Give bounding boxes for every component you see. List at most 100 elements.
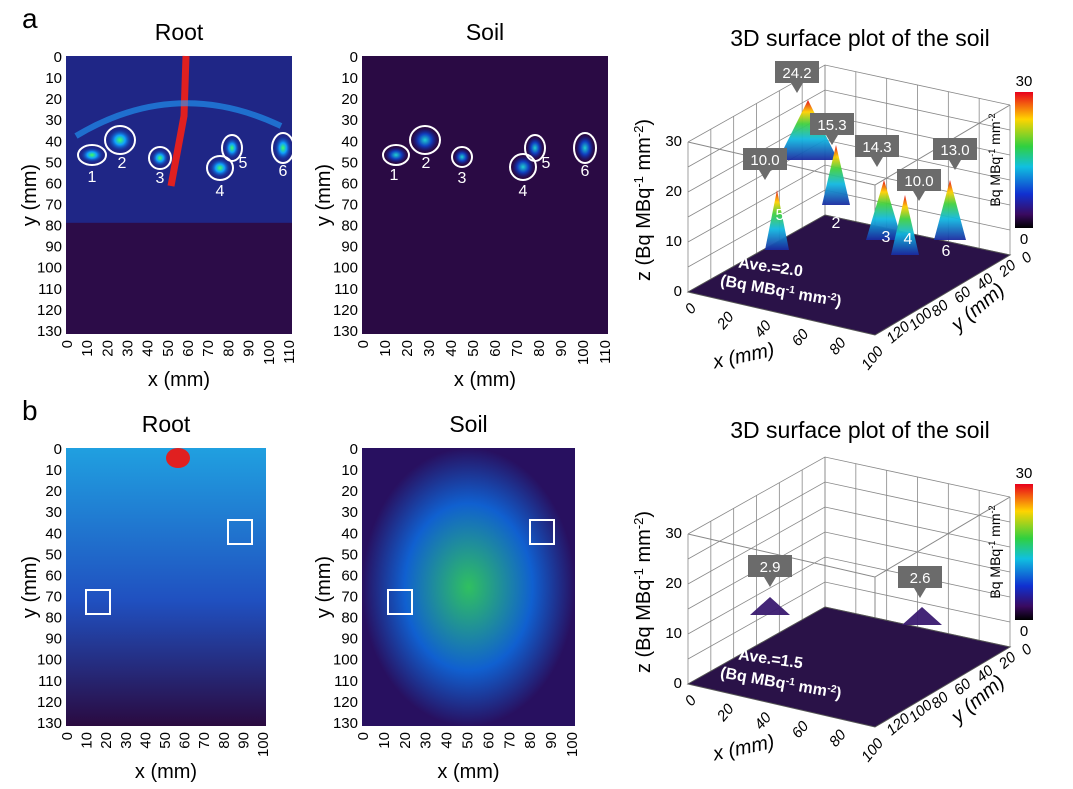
- text-part: ): [633, 511, 655, 518]
- heatmap-image: [66, 448, 266, 726]
- peak-callout: [810, 113, 854, 135]
- text-part: mm: [987, 513, 1003, 540]
- x-tick-label: 100: [858, 735, 888, 766]
- plot-title: 3D surface plot of the soil: [730, 417, 990, 443]
- y-tick-label: 110: [334, 673, 358, 690]
- peak-pointer: [913, 191, 925, 201]
- x-tick-label: 90: [543, 732, 560, 749]
- x-tick-label: 40: [140, 340, 157, 357]
- spot-outline: [509, 153, 537, 181]
- peak-value: 10.0: [904, 173, 933, 190]
- z-axis-label: z (Bq MBq-1 mm-2): [631, 119, 656, 281]
- x-tick-label: 100: [255, 732, 272, 757]
- spot-outline: [221, 134, 243, 162]
- peak-value: 24.2: [782, 65, 811, 82]
- y-tick-label: 120: [37, 302, 62, 319]
- y-tick-label: 40: [341, 525, 358, 542]
- y-tick-label: 90: [341, 239, 358, 256]
- colorbar-min: 0: [1020, 231, 1028, 248]
- x-tick-label: 80: [522, 732, 539, 749]
- x-tick-label: 20: [98, 732, 115, 749]
- spot-label: 1: [88, 169, 97, 186]
- spot-blob: [224, 137, 240, 159]
- root-hotspot: [166, 448, 190, 468]
- y-tick-label: 0: [54, 441, 62, 458]
- y-tick-label: 10: [45, 70, 62, 87]
- y-tick-label: 30: [45, 504, 62, 521]
- text-part: z (Bq MBq: [633, 188, 655, 281]
- plot-title: Soil: [466, 19, 504, 45]
- text-part: ): [633, 119, 655, 126]
- root-trace: [167, 55, 190, 187]
- y-tick-label: 130: [333, 323, 358, 340]
- surface-peak: [750, 597, 790, 615]
- y-tick-label: 110: [38, 673, 62, 690]
- y-tick-label: 130: [37, 715, 62, 732]
- y-tick-label: 100: [333, 260, 358, 277]
- average-unit: (Bq MBq-1 mm-2): [719, 272, 843, 311]
- spot-blob: [512, 156, 534, 178]
- x-tick-label: 30: [418, 732, 435, 749]
- text-part: Bq MBq: [987, 549, 1003, 599]
- text-part: -2: [631, 126, 646, 138]
- y-tick-label: 90: [45, 239, 62, 256]
- y-tick-label: 0: [350, 441, 358, 458]
- spot-label: 3: [882, 229, 891, 246]
- peak-callout: [748, 555, 792, 577]
- x-tick-label: 60: [487, 340, 504, 357]
- peak-pointer: [949, 160, 961, 170]
- y-tick-label: 100: [333, 652, 358, 669]
- y-tick-label: 110: [334, 281, 358, 298]
- x-tick-label: 100: [261, 340, 278, 365]
- text-part: ): [834, 685, 842, 703]
- peak-value: 13.0: [940, 142, 969, 159]
- x-tick-label: 10: [377, 340, 394, 357]
- colorbar-label: Bq MBq-1 mm-2: [987, 113, 1003, 206]
- spot-label: 2: [118, 155, 127, 172]
- y-tick-label: 80: [45, 218, 62, 235]
- text-part: -1: [631, 176, 646, 188]
- x-tick-label: 0: [59, 732, 76, 740]
- y-tick-label: 0: [350, 49, 358, 66]
- spot-label: 2: [832, 215, 841, 232]
- x-tick-label: 110: [281, 340, 298, 364]
- roi-square: [529, 519, 555, 545]
- spot-label: 1: [390, 167, 399, 184]
- y-tick-label: 80: [341, 610, 358, 627]
- z-tick-label: 0: [674, 675, 682, 692]
- x-tick-label: 20: [713, 700, 738, 725]
- x-tick-label: 70: [196, 732, 213, 749]
- roi-square: [85, 589, 111, 615]
- x-tick-label: 60: [480, 732, 497, 749]
- colorbar: [1015, 484, 1033, 620]
- x-axis-label: x (mm): [454, 369, 516, 391]
- x-tick-label: 80: [216, 732, 233, 749]
- y-tick-label: 100: [37, 652, 62, 669]
- text-part: mm: [633, 137, 655, 176]
- y-tick-label: 30: [45, 112, 62, 129]
- x-tick-label: 30: [120, 340, 137, 357]
- surface-peak: [891, 195, 919, 255]
- spot-label: 5: [776, 207, 785, 224]
- x-tick-label: 90: [235, 732, 252, 749]
- text-part: z (Bq MBq: [633, 580, 655, 673]
- x-tick-label: 30: [118, 732, 135, 749]
- spot-label: 1: [806, 202, 815, 219]
- surface-peak: [822, 145, 850, 205]
- y-tick-label: 20: [341, 483, 358, 500]
- x-tick-label: 40: [751, 317, 775, 341]
- heatmap-image: [362, 448, 575, 726]
- x-axis-label: x (mm): [710, 731, 776, 766]
- y-tick-label: 30: [341, 112, 358, 129]
- y-tick-label: 80: [45, 610, 62, 627]
- x-axis-label: x (mm): [437, 761, 499, 783]
- x-tick-label: 100: [564, 732, 581, 757]
- box-grid: [687, 531, 1011, 610]
- box-grid: [687, 456, 1011, 535]
- y-tick-label: 70: [341, 197, 358, 214]
- spot-label: 4: [904, 231, 913, 248]
- y-tick-label: 130: [333, 715, 358, 732]
- text-part: ): [834, 293, 842, 311]
- y-tick-label: 100: [37, 260, 62, 277]
- x-tick-label: 0: [59, 340, 76, 348]
